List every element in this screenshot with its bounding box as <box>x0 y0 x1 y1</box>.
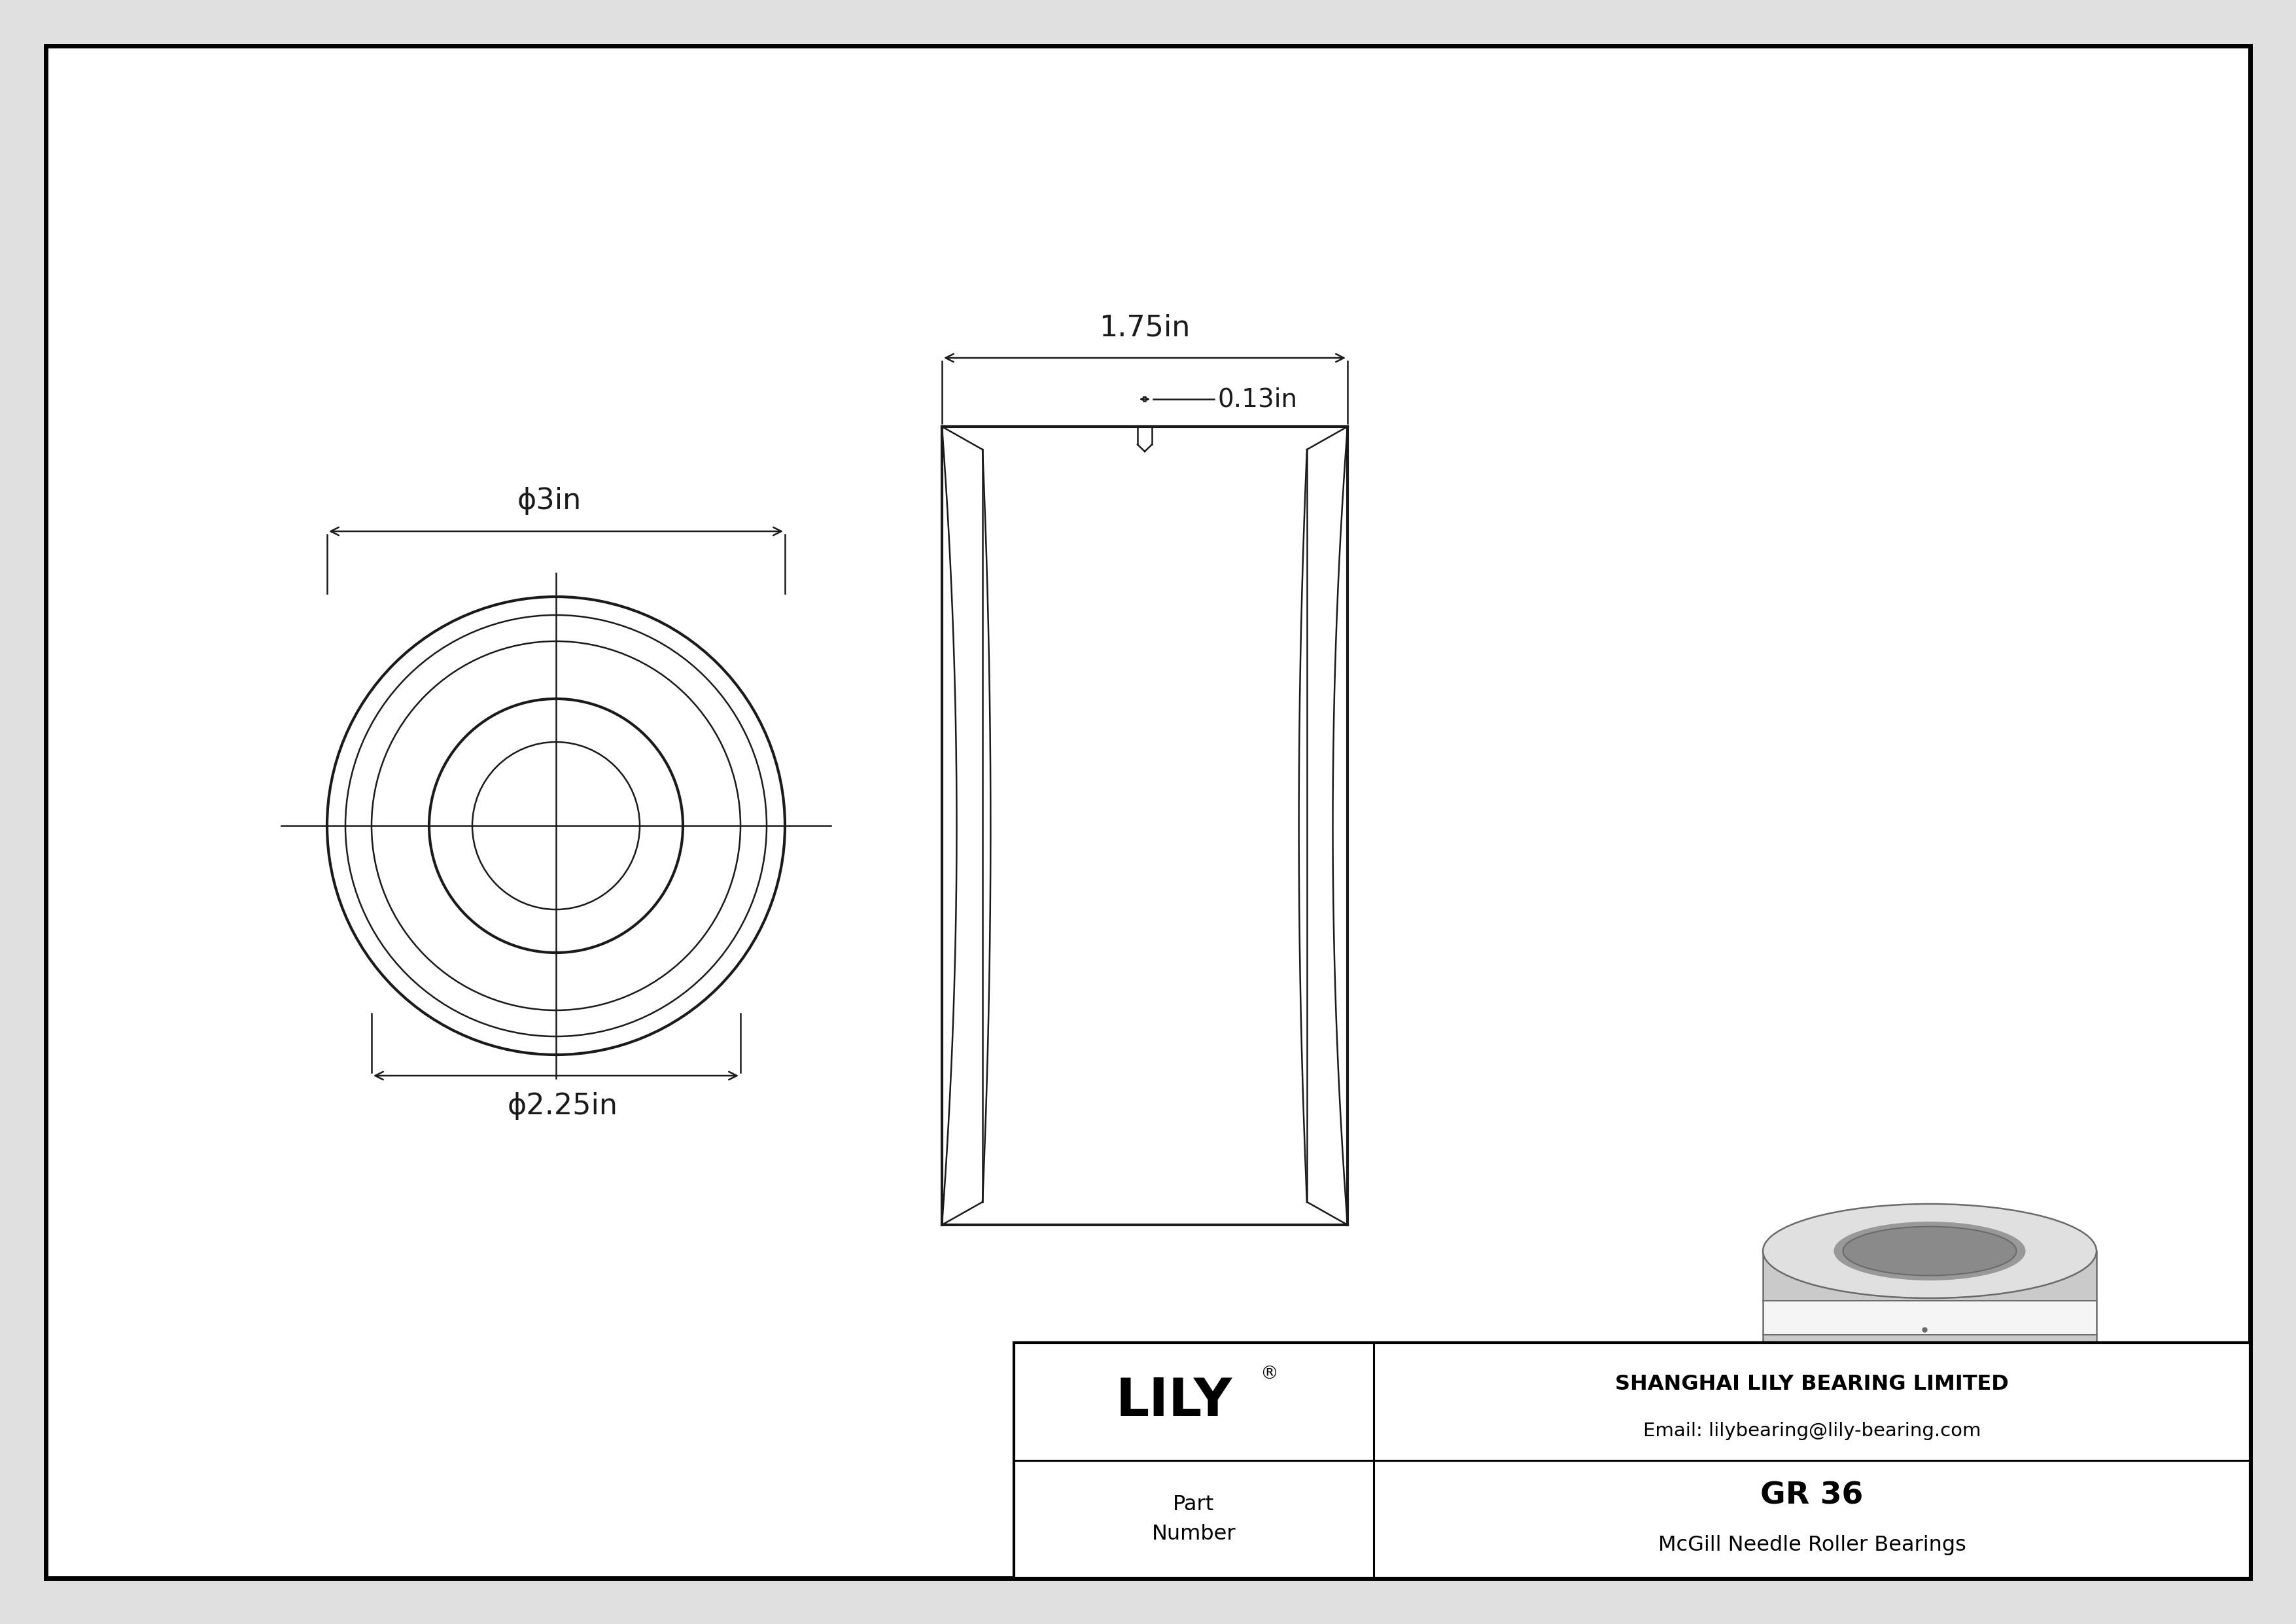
Text: ®: ® <box>1261 1364 1279 1384</box>
Text: GR 36: GR 36 <box>1761 1481 1864 1510</box>
Bar <box>1763 1301 2096 1335</box>
Text: ϕ2.25in: ϕ2.25in <box>507 1091 618 1121</box>
Polygon shape <box>1763 1250 2096 1382</box>
Text: Email: lilybearing@lily-bearing.com: Email: lilybearing@lily-bearing.com <box>1644 1423 1981 1440</box>
Bar <box>1015 1343 2250 1579</box>
Text: SHANGHAI LILY BEARING LIMITED: SHANGHAI LILY BEARING LIMITED <box>1614 1374 2009 1393</box>
Text: 0.13in: 0.13in <box>1217 387 1297 411</box>
Text: McGill Needle Roller Bearings: McGill Needle Roller Bearings <box>1658 1535 1965 1556</box>
Ellipse shape <box>1835 1221 2025 1280</box>
Ellipse shape <box>1763 1203 2096 1298</box>
Ellipse shape <box>1763 1335 2096 1429</box>
Text: LILY: LILY <box>1116 1376 1233 1427</box>
Ellipse shape <box>1844 1226 2016 1275</box>
Text: Part
Number: Part Number <box>1153 1494 1235 1544</box>
Text: ϕ3in: ϕ3in <box>517 487 581 515</box>
Text: 1.75in: 1.75in <box>1100 313 1189 341</box>
